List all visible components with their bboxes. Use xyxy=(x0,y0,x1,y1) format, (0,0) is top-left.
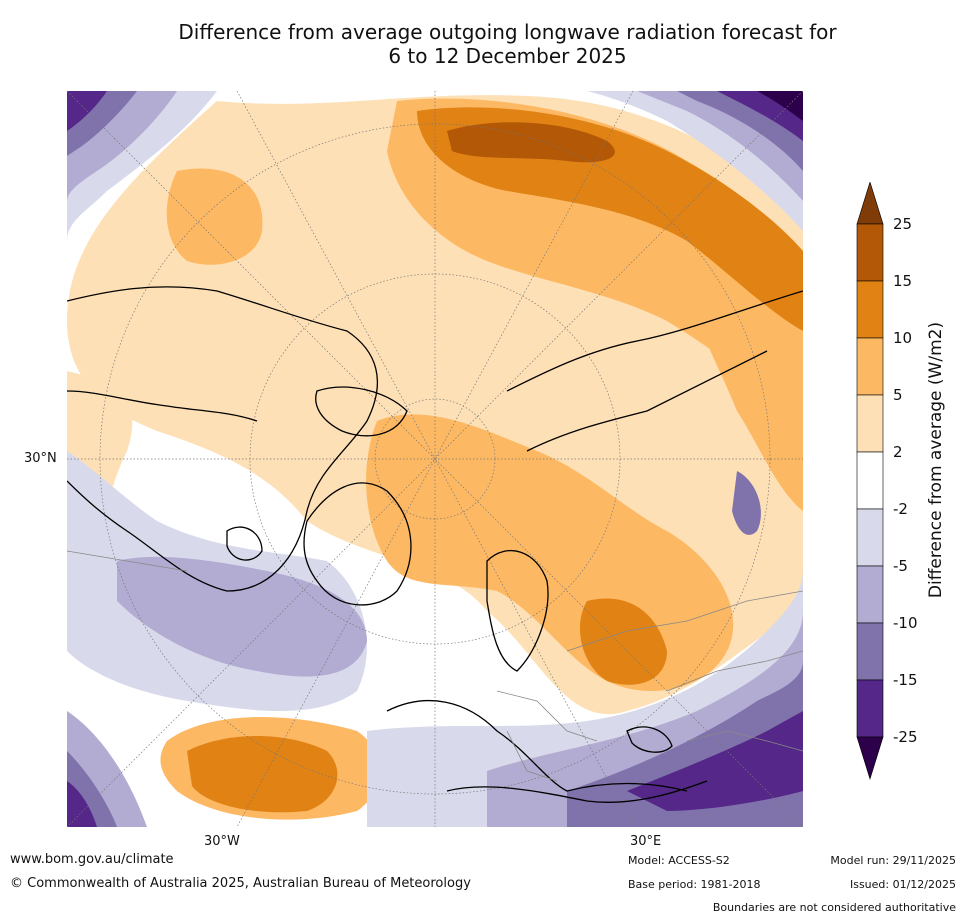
anomaly-below-neg25-ne xyxy=(757,91,803,121)
anomaly-neg25-15-sw xyxy=(67,781,97,827)
latitude-label-30n: 30°N xyxy=(24,451,57,466)
boundary-central-asia xyxy=(686,730,803,752)
boundary-asia xyxy=(666,650,803,692)
footer-copyright: © Commonwealth of Australia 2025, Austra… xyxy=(10,876,471,891)
olr-anomaly-map xyxy=(67,91,803,827)
chart-title: Difference from average outgoing longwav… xyxy=(60,20,955,68)
footer-issued: Issued: 01/12/2025 xyxy=(849,878,956,891)
colorbar-title-box: Difference from average (W/m2) xyxy=(923,280,949,640)
colorbar-bin xyxy=(856,337,884,396)
colorbar-tick-label: 2 xyxy=(893,443,903,461)
country-boundaries xyxy=(67,550,803,782)
colorbar-bins xyxy=(856,182,884,781)
colorbar-bin xyxy=(856,565,884,624)
colorbar-bin xyxy=(856,280,884,339)
coastline-arctic-islands xyxy=(315,386,408,437)
colorbar-tick-label: -5 xyxy=(893,557,908,575)
map-svg xyxy=(67,91,803,827)
graticule xyxy=(67,91,803,827)
anomaly-5-10-west xyxy=(166,168,263,265)
colorbar-bin xyxy=(856,451,884,510)
footer-model-run: Model run: 29/11/2025 xyxy=(830,854,956,867)
colorbar-svg xyxy=(856,182,884,781)
coastline-europe xyxy=(386,699,688,792)
colorbar-tick-label: -2 xyxy=(893,500,908,518)
coastline-black-caspian xyxy=(626,726,673,753)
colorbar-bin xyxy=(856,223,884,282)
colorbar-extend-top xyxy=(856,182,884,225)
colorbar-title: Difference from average (W/m2) xyxy=(926,321,946,599)
footer-website[interactable]: www.bom.gov.au/climate xyxy=(10,852,174,867)
footer-disclaimer: Boundaries are not considered authoritat… xyxy=(712,901,956,914)
colorbar-bin xyxy=(856,679,884,738)
coastline-north-america xyxy=(67,286,379,592)
colorbar-bin xyxy=(856,508,884,567)
colorbar-tick-label: -25 xyxy=(893,728,918,746)
boundary-russia xyxy=(566,590,803,652)
coastline-mediterranean xyxy=(446,780,708,803)
coastline-scandinavia xyxy=(486,550,549,672)
anomaly-10-15-central xyxy=(579,598,667,685)
anomaly-neg15-10-east xyxy=(732,471,761,535)
anomaly-15-25-north xyxy=(447,122,615,163)
coastline-alaska xyxy=(67,390,258,422)
colorbar-extend-bottom xyxy=(856,736,884,781)
coastline-greenland xyxy=(303,482,412,606)
graticule-meridian-6 xyxy=(236,91,634,827)
coastlines xyxy=(67,286,803,803)
colorbar-bin xyxy=(856,394,884,453)
footer-model: Model: ACCESS-S2 xyxy=(628,854,730,867)
title-line-2: 6 to 12 December 2025 xyxy=(388,44,627,68)
colorbar-tick-label: 15 xyxy=(893,272,913,290)
footer-base-period: Base period: 1981-2018 xyxy=(628,878,761,891)
colorbar-tick-label: 5 xyxy=(893,386,903,404)
colorbar-tick-label: 25 xyxy=(893,215,913,233)
colorbar-tick-label: -15 xyxy=(893,671,918,689)
longitude-label-30w: 30°W xyxy=(204,834,240,849)
title-line-1: Difference from average outgoing longwav… xyxy=(178,20,837,44)
colorbar-tick-label: -10 xyxy=(893,614,918,632)
colorbar-bin xyxy=(856,622,884,681)
boundary-canada-us xyxy=(67,550,188,572)
anomaly-neg10-5-west xyxy=(117,556,367,677)
anomaly-neg25-15-south xyxy=(627,711,803,811)
graticule-lat-circle-3 xyxy=(99,123,771,795)
boundary-europe-1 xyxy=(496,690,598,742)
boundary-europe-2 xyxy=(506,730,558,782)
colorbar: 25 15 10 5 2 -2 -5 -10 -15 -25 xyxy=(855,182,955,782)
longitude-label-30e: 30°E xyxy=(630,834,662,849)
coastline-eurasia-arctic xyxy=(526,350,768,452)
colorbar-tick-label: 10 xyxy=(893,329,913,347)
anomaly-10-15-atlantic xyxy=(187,736,338,813)
coastline-hudson-bay xyxy=(226,526,263,561)
anomaly-10-15-north xyxy=(417,107,803,331)
coastline-eurasia-north xyxy=(506,290,803,392)
